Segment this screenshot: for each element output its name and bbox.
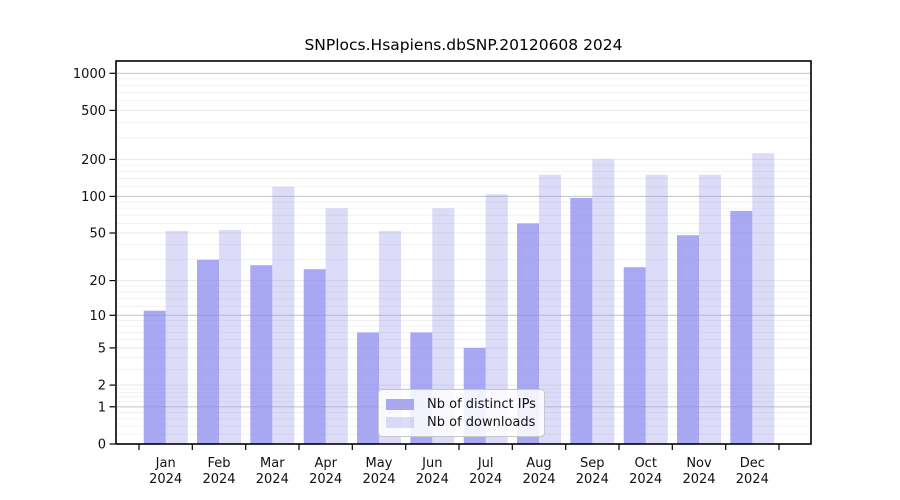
- bar-distinct-ips-jan: [143, 310, 166, 444]
- x-tick-label-month-dec: Dec: [740, 456, 765, 471]
- bar-downloads-oct: [645, 174, 668, 445]
- plot-frame: [115, 60, 812, 445]
- bar-downloads-feb: [219, 230, 241, 444]
- legend-label-distinct-ips: Nb of distinct IPs: [427, 396, 536, 412]
- x-tick-label-month-apr: Apr: [314, 456, 337, 471]
- x-tick-label-year-sep: 2024: [576, 472, 609, 487]
- x-tick-label-month-jun: Jun: [421, 456, 442, 471]
- bar-downloads-jul: [485, 194, 508, 444]
- x-tick-label-year-apr: 2024: [309, 472, 342, 487]
- x-tick-label-year-jun: 2024: [416, 472, 449, 487]
- y-tick-label-100: 100: [81, 190, 106, 205]
- x-tick-label-year-feb: 2024: [202, 472, 235, 487]
- x-axis: Jan2024Feb2024Mar2024Apr2024May2024Jun20…: [138, 444, 780, 487]
- bar-distinct-ips-sep: [570, 198, 593, 444]
- x-tick-label-month-oct: Oct: [634, 456, 656, 471]
- x-tick-label-year-dec: 2024: [736, 472, 769, 487]
- bar-downloads-jan: [165, 231, 188, 444]
- bar-downloads-dec: [752, 153, 775, 444]
- x-tick-label-month-may: May: [366, 456, 393, 471]
- bar-distinct-ips-feb: [197, 259, 219, 444]
- x-tick-label-year-jul: 2024: [469, 472, 502, 487]
- bar-distinct-ips-dec: [730, 210, 753, 444]
- x-tick-label-month-jan: Jan: [155, 456, 176, 471]
- x-tick-label-month-sep: Sep: [580, 456, 605, 471]
- x-tick-label-month-mar: Mar: [260, 456, 285, 471]
- bar-distinct-ips-aug: [517, 223, 539, 444]
- legend: Nb of distinct IPs Nb of downloads: [378, 389, 545, 437]
- y-tick-label-1: 1: [98, 400, 106, 415]
- y-tick-label-5: 5: [98, 341, 106, 356]
- y-tick-label-500: 500: [81, 104, 106, 119]
- x-tick-label-year-mar: 2024: [256, 472, 289, 487]
- x-tick-label-month-aug: Aug: [526, 456, 551, 471]
- x-tick-label-month-nov: Nov: [686, 456, 712, 471]
- bar-distinct-ips-oct: [623, 267, 646, 444]
- bar-distinct-ips-may: [357, 332, 379, 444]
- x-tick-label-year-jan: 2024: [149, 472, 182, 487]
- x-tick-label-year-may: 2024: [362, 472, 395, 487]
- bar-downloads-mar: [272, 186, 295, 444]
- legend-swatch-downloads-icon: [386, 416, 414, 428]
- bar-downloads-apr: [325, 208, 348, 444]
- chart-title: SNPlocs.Hsapiens.dbSNP.20120608 2024: [304, 36, 623, 54]
- bar-distinct-ips-apr: [303, 269, 326, 444]
- x-tick-label-year-oct: 2024: [629, 472, 662, 487]
- y-tick-label-50: 50: [89, 227, 106, 242]
- bar-downloads-jun: [432, 208, 455, 444]
- y-tick-label-20: 20: [89, 274, 106, 289]
- x-tick-label-month-jul: Jul: [477, 456, 494, 471]
- bar-downloads-aug: [539, 174, 561, 445]
- y-tick-label-10: 10: [89, 309, 106, 324]
- bar-distinct-ips-nov: [677, 235, 699, 444]
- y-tick-label-0: 0: [98, 438, 106, 453]
- y-tick-label-2: 2: [98, 379, 106, 394]
- bar-distinct-ips-mar: [250, 265, 273, 444]
- bars: [143, 153, 775, 445]
- y-axis: 0 1 2 5 10 20 50 100 200 500 1000: [73, 67, 115, 453]
- x-tick-label-year-nov: 2024: [682, 472, 715, 487]
- x-tick-label-month-feb: Feb: [207, 456, 230, 471]
- x-tick-label-year-aug: 2024: [522, 472, 555, 487]
- legend-label-downloads: Nb of downloads: [427, 414, 536, 430]
- legend-swatch-ips-icon: [386, 398, 414, 410]
- legend-item-distinct-ips: Nb of distinct IPs: [386, 395, 538, 413]
- bar-downloads-nov: [699, 174, 721, 445]
- y-tick-label-200: 200: [81, 153, 106, 168]
- legend-item-downloads: Nb of downloads: [386, 413, 538, 431]
- y-tick-label-1000: 1000: [73, 67, 106, 82]
- bar-downloads-sep: [592, 159, 615, 444]
